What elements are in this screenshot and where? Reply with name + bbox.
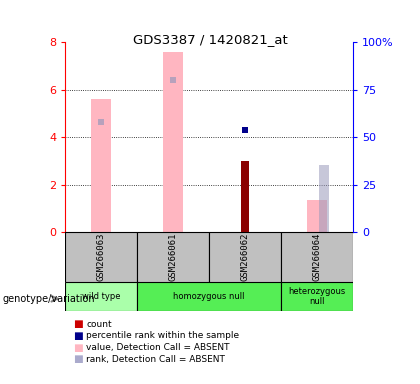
Text: GDS3387 / 1420821_at: GDS3387 / 1420821_at: [133, 33, 287, 46]
Text: ■: ■: [74, 343, 83, 353]
Text: value, Detection Call = ABSENT: value, Detection Call = ABSENT: [86, 343, 230, 352]
Text: count: count: [86, 320, 112, 329]
Bar: [137, 232, 209, 282]
Text: GSM266063: GSM266063: [97, 233, 105, 281]
Text: homozygous null: homozygous null: [173, 292, 245, 301]
Bar: [163, 52, 183, 232]
Text: ■: ■: [74, 354, 83, 364]
Bar: [281, 232, 353, 282]
Text: GSM266064: GSM266064: [312, 233, 321, 281]
Text: genotype/variation: genotype/variation: [2, 294, 95, 304]
Bar: [91, 99, 111, 232]
Bar: [65, 282, 137, 311]
Text: ■: ■: [74, 331, 83, 341]
Text: heterozygous
null: heterozygous null: [288, 287, 346, 306]
Text: wild type: wild type: [82, 292, 120, 301]
Text: rank, Detection Call = ABSENT: rank, Detection Call = ABSENT: [86, 354, 225, 364]
Text: GSM266061: GSM266061: [168, 233, 178, 281]
Bar: [241, 161, 249, 232]
Text: ■: ■: [74, 319, 83, 329]
Bar: [137, 282, 281, 311]
Text: GSM266062: GSM266062: [240, 233, 249, 281]
Bar: [65, 232, 137, 282]
Bar: [307, 200, 327, 232]
Bar: [281, 282, 353, 311]
Text: percentile rank within the sample: percentile rank within the sample: [86, 331, 239, 341]
Bar: [209, 232, 281, 282]
Bar: [319, 165, 329, 232]
